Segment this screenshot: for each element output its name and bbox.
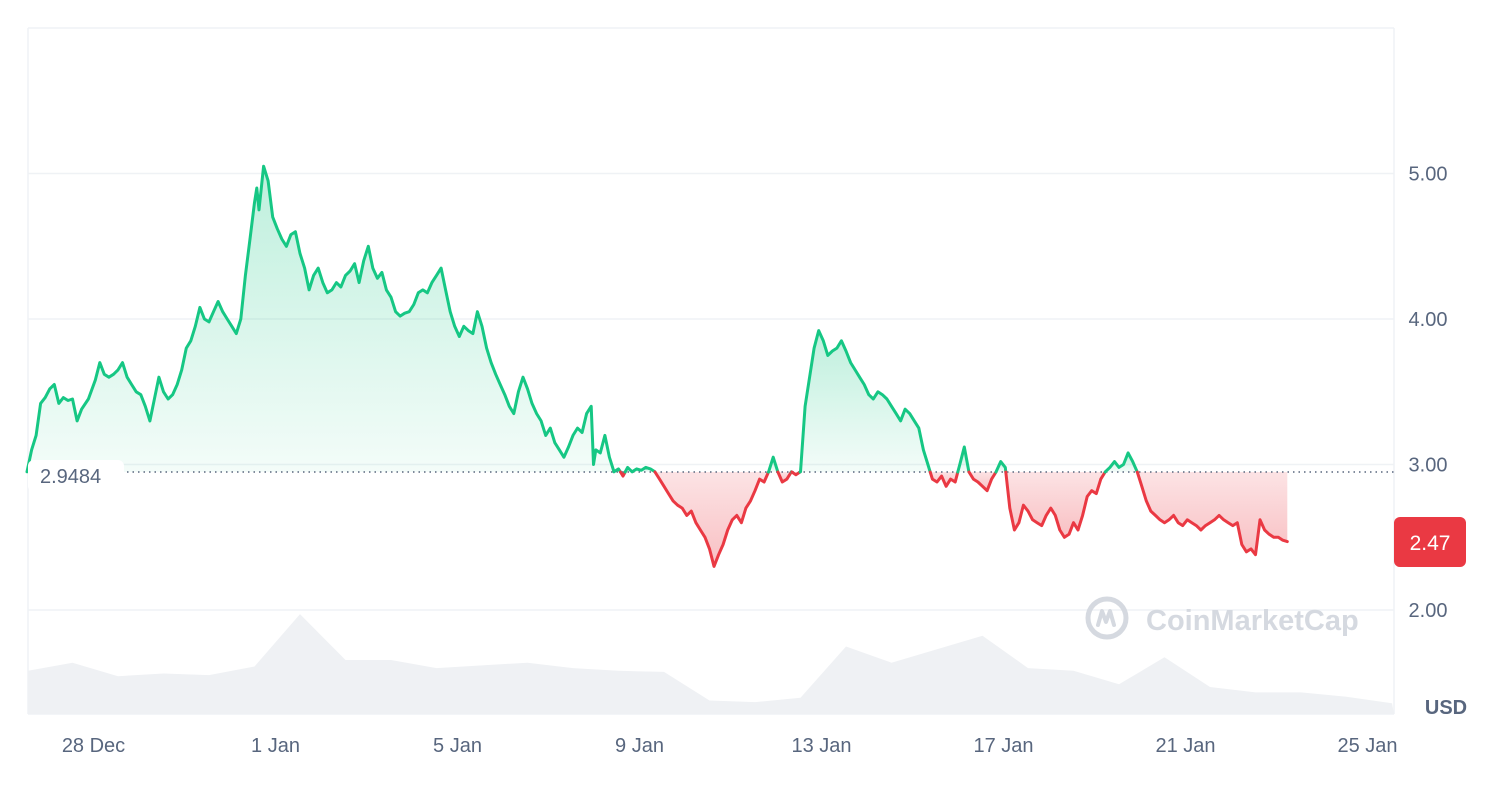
reference-value-label: 2.9484: [28, 460, 124, 492]
price-line-down: [790, 470, 802, 477]
y-axis: 5.00 4.00 3.00 2.00: [1409, 164, 1448, 623]
price-line-down: [776, 470, 793, 484]
price-line-up: [25, 164, 622, 474]
area-below-reference: [969, 472, 996, 491]
x-tick-label: 5 Jan: [433, 735, 482, 757]
area-below-reference: [1137, 472, 1288, 555]
x-axis: 28 Dec 1 Jan 5 Jan 9 Jan 13 Jan 17 Jan 21 Jan 2…: [62, 735, 1398, 757]
price-line-up: [623, 465, 657, 474]
y-tick-label: 2.00: [1409, 600, 1448, 622]
x-tick-label: 21 Jan: [1155, 735, 1215, 757]
watermark-text: CoinMarketCap: [1146, 605, 1359, 637]
area-layer: [27, 166, 1288, 567]
price-line-down: [967, 470, 998, 493]
area-below-reference: [655, 472, 769, 567]
price-line-down: [619, 470, 627, 478]
price-line-down: [928, 470, 960, 488]
price-line-down: [1004, 470, 1107, 539]
price-line-layer: [25, 164, 1289, 568]
volume-area: [28, 614, 1394, 714]
x-tick-label: 28 Dec: [62, 735, 125, 757]
x-tick-label: 17 Jan: [973, 735, 1033, 757]
price-line-up: [994, 460, 1008, 474]
y-tick-label: 5.00: [1409, 164, 1448, 186]
y-tick-label: 4.00: [1409, 309, 1448, 331]
coinmarketcap-logo-icon: [1085, 596, 1129, 640]
last-price-text: 2.47: [1410, 532, 1451, 555]
price-line-down: [1135, 470, 1289, 557]
price-line-up: [798, 329, 932, 474]
price-line-up: [1103, 451, 1139, 474]
price-line-down: [653, 470, 770, 568]
volume-layer: [28, 614, 1394, 714]
area-above-reference: [27, 166, 621, 472]
currency-label: USD: [1425, 697, 1467, 719]
x-tick-label: 25 Jan: [1337, 735, 1397, 757]
last-price-label: 2.47: [1394, 517, 1466, 567]
watermark: CoinMarketCap: [1085, 596, 1359, 640]
area-below-reference: [1005, 472, 1106, 538]
y-tick-label: 3.00: [1409, 455, 1448, 477]
x-tick-label: 1 Jan: [251, 735, 300, 757]
x-tick-label: 9 Jan: [615, 735, 664, 757]
area-above-reference: [800, 330, 931, 472]
x-tick-label: 13 Jan: [791, 735, 851, 757]
reference-value-text: 2.9484: [40, 466, 101, 488]
